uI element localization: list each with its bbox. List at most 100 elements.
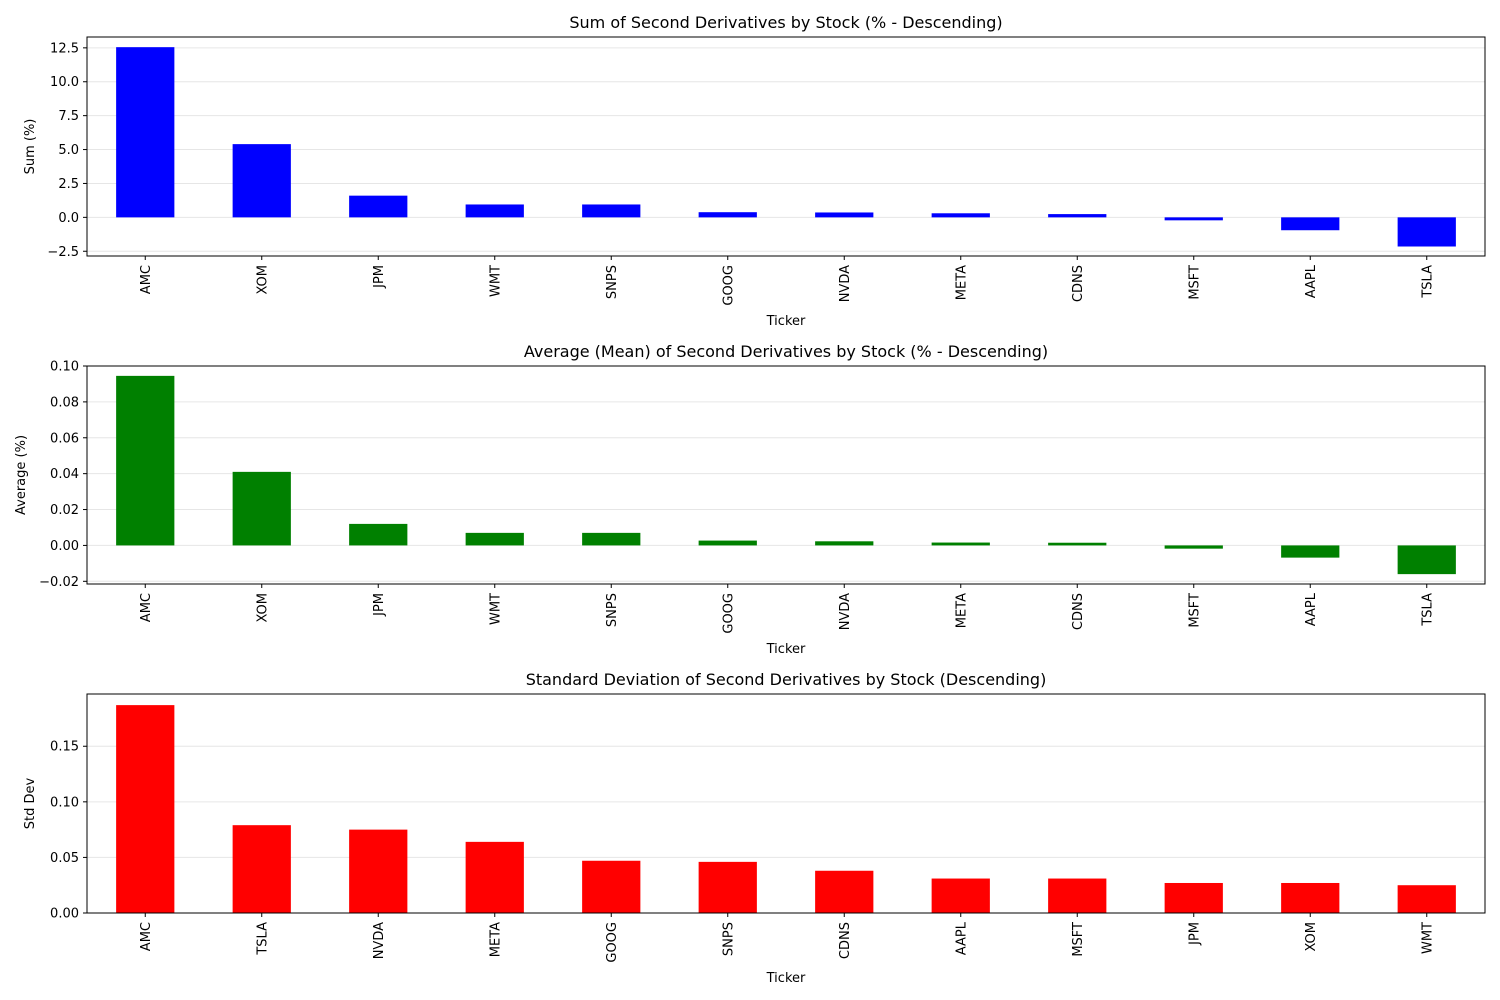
bar-xom bbox=[232, 471, 291, 546]
bar-cdns bbox=[1048, 542, 1107, 546]
bar-snps bbox=[698, 861, 757, 913]
bar-xom bbox=[1281, 882, 1340, 913]
y-tick-label: 0.00 bbox=[50, 539, 79, 554]
y-tick-label: 10.0 bbox=[50, 75, 79, 90]
chart-title: Average (Mean) of Second Derivatives by … bbox=[524, 342, 1048, 361]
bar-aapl bbox=[1281, 217, 1340, 231]
bar-aapl bbox=[931, 878, 990, 913]
x-tick-label: SNPS bbox=[721, 922, 736, 956]
x-tick-label: NVDA bbox=[838, 265, 853, 302]
y-tick-label: −0.02 bbox=[39, 575, 79, 590]
bar-meta bbox=[931, 542, 990, 546]
y-tick-label: −2.5 bbox=[47, 245, 79, 260]
chart-title: Standard Deviation of Second Derivatives… bbox=[526, 670, 1047, 689]
bar-meta bbox=[465, 841, 524, 913]
x-axis-label: Ticker bbox=[766, 314, 806, 329]
x-tick-label: GOOG bbox=[721, 265, 736, 306]
bar-aapl bbox=[1281, 545, 1340, 558]
y-tick-label: 0.06 bbox=[50, 431, 79, 446]
bar-wmt bbox=[465, 204, 524, 218]
x-tick-label: JPM bbox=[372, 265, 387, 289]
y-tick-label: 0.10 bbox=[50, 360, 79, 375]
x-tick-label: JPM bbox=[1187, 922, 1202, 946]
plot-frame bbox=[86, 693, 1486, 914]
chart-panel-1: −2.5 0.0 2.5 5.0 7.5 10.0 12.5 AMC XOM JPM WMT SNPS… bbox=[23, 13, 1486, 329]
y-tick-label: 0.10 bbox=[50, 795, 79, 810]
x-tick-label: SNPS bbox=[605, 265, 620, 299]
bar-amc bbox=[116, 375, 175, 546]
bar-goog bbox=[582, 860, 641, 913]
bar-nvda bbox=[815, 541, 874, 546]
x-tick-label: WMT bbox=[488, 593, 503, 625]
x-tick-label: TSLA bbox=[1420, 265, 1435, 299]
x-tick-label: CDNS bbox=[838, 922, 853, 959]
bar-jpm bbox=[349, 523, 408, 546]
x-tick-label: MSFT bbox=[1187, 265, 1202, 300]
x-tick-label: WMT bbox=[1420, 922, 1435, 954]
x-tick-label: XOM bbox=[255, 593, 270, 623]
bar-msft bbox=[1048, 878, 1107, 913]
bar-tsla bbox=[232, 825, 291, 913]
x-tick-label: AMC bbox=[139, 593, 154, 622]
x-tick-label: NVDA bbox=[372, 922, 387, 959]
x-tick-label: CDNS bbox=[1071, 265, 1086, 302]
bar-goog bbox=[698, 212, 757, 218]
bar-msft bbox=[1164, 217, 1223, 221]
x-tick-label: AAPL bbox=[954, 921, 969, 955]
x-tick-label: AMC bbox=[139, 922, 154, 951]
bar-wmt bbox=[465, 532, 524, 546]
bar-cdns bbox=[815, 870, 874, 913]
bar-nvda bbox=[349, 829, 408, 913]
x-tick-label: CDNS bbox=[1071, 593, 1086, 630]
bar-cdns bbox=[1048, 214, 1107, 218]
y-tick-label: 12.5 bbox=[50, 41, 79, 56]
x-tick-label: AAPL bbox=[1304, 264, 1319, 298]
y-tick-label: 5.0 bbox=[58, 143, 79, 158]
bar-tsla bbox=[1397, 545, 1456, 575]
x-tick-label: AMC bbox=[139, 265, 154, 294]
x-axis-label: Ticker bbox=[766, 971, 806, 986]
x-tick-label: TSLA bbox=[1420, 593, 1435, 627]
bar-msft bbox=[1164, 545, 1223, 549]
x-tick-label: WMT bbox=[488, 265, 503, 297]
plot-frame bbox=[86, 36, 1486, 257]
y-tick-label: 0.02 bbox=[50, 503, 79, 518]
x-tick-label: MSFT bbox=[1071, 922, 1086, 957]
x-tick-label: MSFT bbox=[1187, 593, 1202, 628]
chart-panel-3: 0.00 0.05 0.10 0.15 AMC TSLA NVDA META GOOG SNPS C… bbox=[23, 670, 1486, 986]
y-axis-label: Std Dev bbox=[23, 777, 38, 829]
bar-snps bbox=[582, 532, 641, 546]
x-tick-label: JPM bbox=[372, 593, 387, 617]
x-tick-label: TSLA bbox=[255, 922, 270, 956]
y-tick-label: 0.00 bbox=[50, 907, 79, 922]
x-tick-label: META bbox=[954, 593, 969, 628]
x-tick-label: XOM bbox=[1304, 922, 1319, 952]
y-tick-label: 0.15 bbox=[50, 740, 79, 755]
chart-panel-2: −0.02 0.00 0.02 0.04 0.06 0.08 0.10 AMC XOM JPM WM… bbox=[14, 342, 1486, 657]
x-tick-label: GOOG bbox=[605, 922, 620, 963]
bar-goog bbox=[698, 540, 757, 546]
bar-snps bbox=[582, 204, 641, 218]
x-tick-label: GOOG bbox=[721, 593, 736, 634]
bar-nvda bbox=[815, 212, 874, 218]
bar-tsla bbox=[1397, 217, 1456, 247]
x-tick-label: META bbox=[954, 265, 969, 300]
bar-xom bbox=[232, 144, 291, 218]
y-tick-label: 7.5 bbox=[58, 109, 79, 124]
y-tick-label: 0.04 bbox=[50, 467, 79, 482]
x-axis-label: Ticker bbox=[766, 642, 806, 657]
bar-meta bbox=[931, 213, 990, 218]
y-tick-label: 0.0 bbox=[58, 211, 79, 226]
bar-amc bbox=[116, 705, 175, 913]
y-axis-label: Average (%) bbox=[14, 435, 29, 515]
bar-jpm bbox=[1164, 882, 1223, 913]
bar-amc bbox=[116, 47, 175, 218]
y-axis-label: Sum (%) bbox=[23, 119, 38, 175]
y-tick-label: 2.5 bbox=[58, 177, 79, 192]
chart-title: Sum of Second Derivatives by Stock (% - … bbox=[569, 13, 1002, 32]
x-tick-label: AAPL bbox=[1304, 592, 1319, 626]
x-tick-label: XOM bbox=[255, 265, 270, 295]
x-tick-label: NVDA bbox=[838, 593, 853, 630]
x-tick-label: SNPS bbox=[605, 593, 620, 627]
x-tick-label: META bbox=[488, 922, 503, 957]
